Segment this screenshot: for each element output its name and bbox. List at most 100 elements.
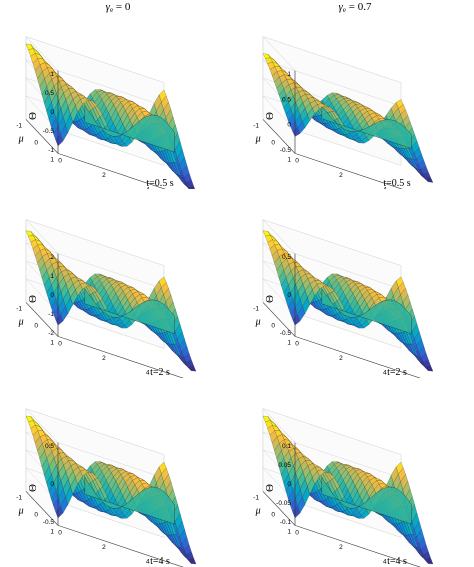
time-caption: t=2 s — [387, 367, 407, 378]
x-tick-label: 0 — [58, 529, 62, 536]
y-tick-label: 1 — [50, 528, 54, 535]
y-tick-label: 0 — [271, 322, 275, 329]
z-axis-label: Θ — [264, 295, 276, 303]
slice-plane — [84, 288, 175, 334]
z-tick-label: -0.5 — [280, 147, 292, 154]
x-tick-label: 0 — [295, 529, 299, 536]
x-tick-label: 2 — [102, 544, 106, 551]
axes — [25, 442, 184, 567]
x-tick-label: 2 — [339, 544, 343, 551]
z-axis-label: Θ — [27, 112, 39, 120]
y-tick-label: 1 — [50, 339, 54, 346]
y-tick-label: 1 — [287, 339, 291, 346]
z-tick-label: -0.5 — [43, 128, 55, 135]
x-tick-label: 0 — [58, 340, 62, 347]
x-tick-label: 4 — [383, 559, 387, 566]
z-tick-label: 1 — [50, 273, 54, 280]
x-tick-label: 2 — [102, 355, 106, 362]
y-axis-label: μ — [18, 133, 24, 144]
z-axis-label: Θ — [27, 484, 39, 492]
x-tick-label: 4 — [146, 370, 150, 377]
z-tick-label: -0.05 — [276, 500, 291, 507]
y-tick-label: 0 — [271, 511, 275, 518]
z-axis-label: Θ — [264, 112, 276, 120]
z-tick-label: 0 — [287, 122, 291, 129]
x-tick-label: 0 — [295, 340, 299, 347]
z-tick-label: 0.5 — [282, 254, 291, 261]
z-tick-label: 0.05 — [278, 462, 291, 469]
x-tick-label: 2 — [102, 172, 106, 179]
y-tick-label: 1 — [287, 528, 291, 535]
time-caption: t=4 s — [387, 556, 407, 567]
y-axis-label: μ — [18, 505, 24, 516]
column-header: γe = 0 — [106, 1, 131, 14]
z-tick-label: 0 — [50, 109, 54, 116]
time-caption: t=0.5 s — [383, 178, 410, 189]
z-tick-label: 0 — [50, 292, 54, 299]
y-axis-label: μ — [255, 505, 261, 516]
axes — [262, 442, 421, 567]
time-caption: t=0.5 s — [146, 178, 173, 189]
y-axis-label: μ — [18, 316, 24, 327]
x-tick-label: 4 — [146, 187, 150, 189]
y-tick-label: -1 — [253, 122, 259, 129]
z-axis-label: Θ — [264, 484, 276, 492]
axes — [25, 253, 184, 378]
z-tick-label: -0.5 — [43, 519, 55, 526]
x-tick-label: 4 — [383, 187, 387, 189]
slice-plane — [321, 476, 412, 525]
x-tick-label: 4 — [383, 370, 387, 377]
slice-plane — [321, 106, 412, 149]
slice-plane — [84, 104, 175, 153]
z-tick-label: -0.5 — [280, 330, 292, 337]
slice-plane — [321, 288, 412, 334]
x-tick-label: 0 — [58, 157, 62, 164]
z-tick-label: 2 — [50, 254, 54, 261]
x-tick-label: 2 — [339, 172, 343, 179]
y-tick-label: 1 — [50, 156, 54, 163]
z-tick-label: 0 — [50, 481, 54, 488]
y-tick-label: 0 — [271, 139, 275, 146]
y-tick-label: 0 — [34, 322, 38, 329]
y-tick-label: -1 — [16, 494, 22, 501]
y-tick-label: -1 — [253, 494, 259, 501]
axes — [262, 253, 421, 378]
time-caption: t=2 s — [150, 367, 170, 378]
z-tick-label: -1 — [48, 147, 54, 154]
z-axis-label: Θ — [27, 295, 39, 303]
z-tick-label: 0.5 — [45, 443, 54, 450]
z-tick-label: -2 — [48, 330, 54, 337]
axes — [262, 70, 403, 189]
z-tick-label: 1 — [50, 71, 54, 78]
slice-plane — [84, 476, 175, 525]
z-tick-label: -0.1 — [280, 519, 292, 526]
y-tick-label: 0 — [34, 139, 38, 146]
y-tick-label: 1 — [287, 156, 291, 163]
time-caption: t=4 s — [150, 556, 170, 567]
z-tick-label: 0 — [287, 292, 291, 299]
column-header: γe = 0.7 — [339, 1, 372, 14]
x-tick-label: 4 — [146, 559, 150, 566]
axes — [25, 70, 166, 189]
y-tick-label: -1 — [16, 122, 22, 129]
y-axis-label: μ — [255, 316, 261, 327]
y-tick-label: -1 — [16, 305, 22, 312]
y-tick-label: 0 — [34, 511, 38, 518]
z-tick-label: -1 — [48, 311, 54, 318]
x-tick-label: 2 — [339, 355, 343, 362]
z-tick-label: 0.5 — [45, 90, 54, 97]
z-tick-label: 1 — [287, 71, 291, 78]
z-tick-label: 0.5 — [282, 96, 291, 103]
